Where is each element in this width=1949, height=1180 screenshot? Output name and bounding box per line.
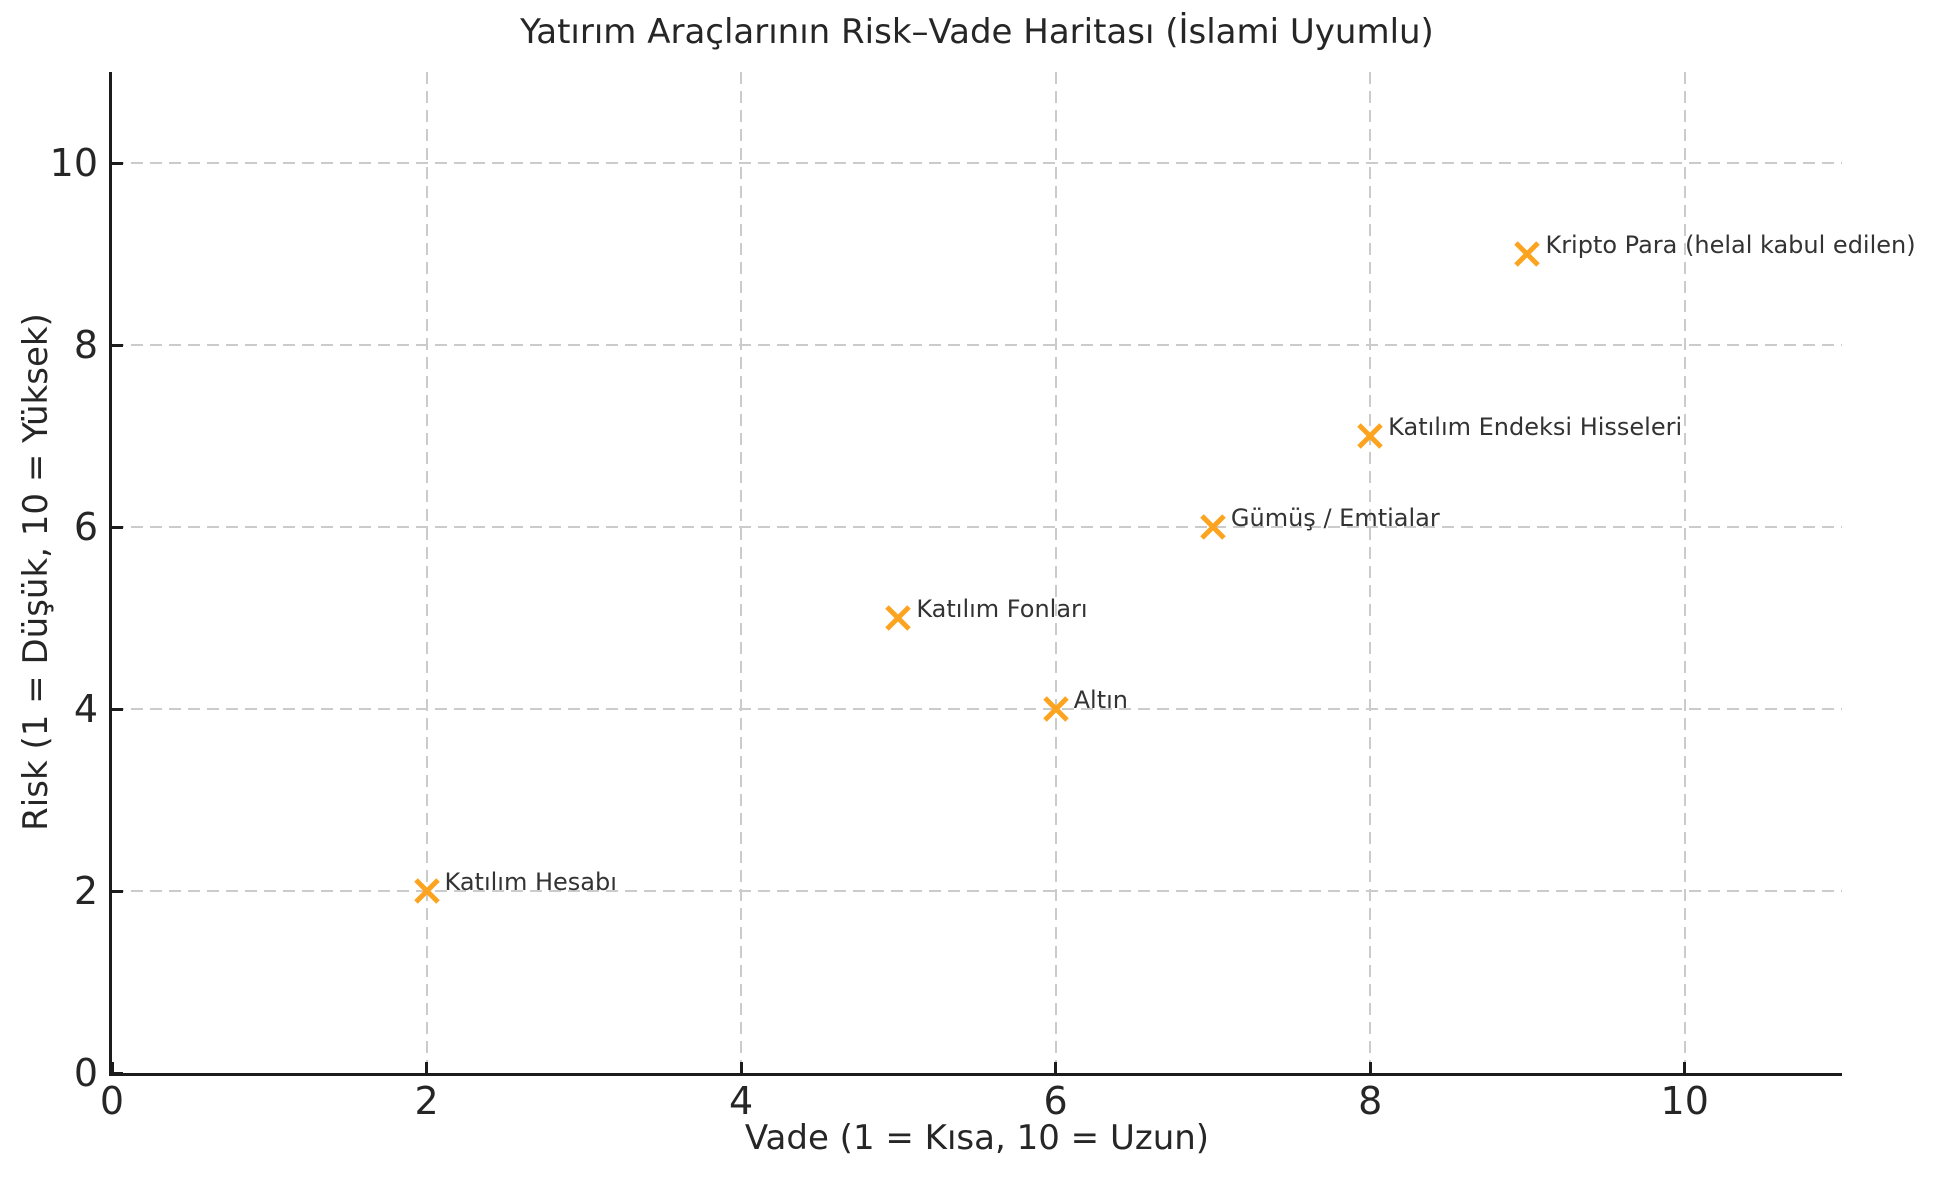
y-tick-mark-2	[112, 889, 123, 893]
y-tick-mark-10	[112, 161, 123, 165]
gridline-x-10	[1683, 72, 1686, 1073]
x-tick-label-0: 0	[99, 1079, 125, 1123]
gridline-y-6	[112, 526, 1842, 528]
gridline-x-4	[740, 72, 743, 1073]
y-tick-label-6: 6	[73, 505, 98, 549]
x-tick-label-4: 4	[728, 1079, 754, 1123]
gridline-x-8	[1369, 72, 1372, 1073]
x-tick-mark-2	[425, 1062, 429, 1073]
data-point-label-3: Gümüş / Emtialar	[1230, 504, 1440, 532]
y-tick-label-0: 0	[73, 1051, 98, 1095]
data-point-marker-3	[1199, 513, 1227, 541]
x-marker-icon	[1514, 241, 1541, 267]
data-point-label-4: Katılım Endeksi Hisseleri	[1388, 413, 1683, 441]
data-point-label-2: Altın	[1073, 686, 1128, 714]
x-axis-label: Vade (1 = Kısa, 10 = Uzun)	[744, 1118, 1210, 1158]
x-tick-mark-10	[1683, 1062, 1687, 1073]
chart-title: Yatırım Araçlarının Risk–Vade Haritası (…	[520, 12, 1434, 52]
gridline-x-6	[1054, 72, 1057, 1073]
y-tick-label-10: 10	[49, 141, 98, 185]
x-tick-label-8: 8	[1358, 1079, 1383, 1123]
data-point-marker-5	[1513, 240, 1541, 268]
x-tick-mark-8	[1368, 1062, 1372, 1073]
data-point-marker-4	[1356, 422, 1384, 450]
y-tick-label-4: 4	[73, 687, 98, 731]
gridline-y-8	[112, 344, 1842, 346]
x-marker-icon	[413, 878, 440, 904]
y-tick-mark-0	[112, 1071, 123, 1075]
gridline-x-2	[425, 72, 428, 1073]
data-point-label-1: Katılım Fonları	[916, 595, 1088, 623]
x-tick-mark-0	[110, 1062, 114, 1073]
data-point-label-5: Kripto Para (helal kabul edilen)	[1545, 231, 1916, 259]
x-marker-icon	[1042, 696, 1069, 722]
x-tick-mark-6	[1054, 1062, 1058, 1073]
x-tick-label-2: 2	[414, 1079, 439, 1123]
data-point-label-0: Katılım Hesabı	[444, 868, 617, 896]
y-tick-label-8: 8	[73, 323, 98, 367]
gridline-y-4	[112, 708, 1842, 710]
data-point-marker-1	[884, 604, 912, 632]
x-tick-mark-4	[739, 1062, 743, 1073]
x-marker-icon	[885, 605, 912, 631]
y-tick-mark-6	[112, 525, 123, 529]
x-tick-label-10: 10	[1660, 1079, 1709, 1123]
x-marker-icon	[1357, 423, 1383, 449]
gridline-y-2	[112, 890, 1842, 892]
y-tick-mark-8	[112, 343, 123, 347]
x-tick-label-6: 6	[1043, 1079, 1068, 1123]
gridline-y-10	[112, 162, 1842, 164]
y-tick-label-2: 2	[73, 869, 98, 913]
plot-area	[109, 72, 1842, 1076]
y-tick-mark-4	[112, 707, 123, 711]
data-point-marker-2	[1042, 695, 1070, 723]
data-point-marker-0	[413, 877, 441, 905]
y-axis-label: Risk (1 = Düşük, 10 = Yüksek)	[16, 313, 56, 831]
x-marker-icon	[1200, 514, 1226, 540]
